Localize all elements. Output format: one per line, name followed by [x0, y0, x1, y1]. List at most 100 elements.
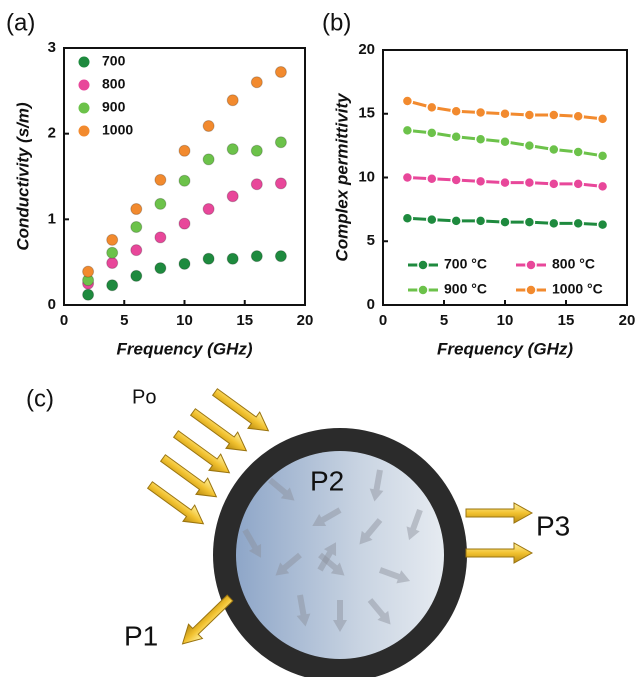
x-tick-label: 5: [440, 312, 448, 329]
marker: [572, 110, 584, 123]
point: [178, 257, 191, 270]
point: [202, 153, 215, 166]
point: [250, 178, 263, 191]
x-tick-label: 0: [379, 312, 387, 329]
marker: [474, 215, 487, 227]
point: [154, 262, 167, 275]
y-tick-label: 2: [48, 125, 56, 142]
legend-label: 700: [102, 53, 126, 69]
panel-label: (a): [6, 9, 35, 36]
x-tick-label: 15: [236, 312, 253, 329]
y-tick-label: 10: [358, 168, 375, 185]
point: [274, 136, 287, 149]
marker: [596, 113, 609, 125]
point: [226, 190, 239, 203]
legend-label: 900: [102, 99, 126, 115]
point: [274, 250, 287, 263]
legend-marker: [78, 102, 90, 114]
y-tick-label: 3: [48, 39, 56, 56]
marker: [596, 218, 609, 231]
marker: [572, 178, 584, 190]
point: [178, 174, 191, 187]
legend-label: 1000: [102, 122, 133, 138]
y-tick-label: 0: [367, 296, 375, 313]
point: [202, 203, 215, 216]
x-tick-label: 10: [176, 312, 193, 329]
legend-label: 800 °C: [552, 256, 595, 272]
y-tick-label: 0: [48, 296, 56, 313]
panel-label: (b): [322, 9, 351, 36]
x-axis-label: Frequency (GHz): [437, 339, 573, 358]
marker: [474, 106, 487, 119]
point: [274, 65, 287, 78]
point: [226, 143, 239, 156]
transmitted-arrows: [465, 502, 533, 564]
legend-label: 800: [102, 76, 126, 92]
marker: [548, 217, 560, 230]
marker: [450, 130, 462, 143]
reflected-label: P1: [124, 620, 158, 651]
marker: [596, 180, 609, 193]
legend-marker: [78, 125, 90, 137]
marker: [450, 215, 462, 227]
marker: [401, 212, 414, 225]
point: [226, 252, 239, 265]
marker: [499, 216, 511, 228]
marker: [426, 173, 438, 185]
chart: (a) 0 5 10 15 20 0 1 2 3 Frequency (GHz) Conductivi…: [6, 9, 313, 358]
point: [106, 257, 119, 270]
point: [250, 250, 263, 263]
reflected-arrow: [175, 590, 238, 652]
legend-label: 1000 °C: [552, 281, 603, 297]
marker: [572, 146, 584, 158]
x-axis-label: Frequency (GHz): [116, 339, 252, 358]
marker: [474, 133, 487, 145]
x-tick-label: 20: [297, 312, 314, 329]
y-axis-label: Complex permittivity: [332, 92, 351, 262]
point: [274, 177, 287, 190]
point: [226, 94, 239, 107]
y-tick-label: 20: [358, 41, 375, 58]
point: [250, 76, 263, 89]
x-tick-label: 10: [497, 312, 514, 329]
marker: [548, 143, 560, 156]
legend-marker: [525, 284, 537, 296]
chart: (b) 0 5 10 15 20 0 5 10 15 20 Frequency (GHz) Comple…: [322, 9, 635, 358]
x-tick-label: 20: [619, 312, 636, 329]
marker: [450, 174, 462, 186]
legend-marker: [78, 56, 90, 68]
point: [106, 279, 119, 292]
legend-marker: [525, 259, 537, 271]
point: [154, 173, 167, 186]
point: [130, 203, 143, 216]
marker: [401, 124, 414, 137]
diagram: (c) Po P2 P3 P1: [26, 383, 570, 682]
legend-marker: [417, 284, 429, 296]
marker: [572, 217, 584, 230]
point: [82, 288, 95, 301]
marker: [499, 108, 511, 120]
incident-label: Po: [132, 386, 156, 408]
transmitted-label: P3: [536, 510, 570, 541]
point: [250, 144, 263, 157]
marker: [523, 109, 536, 121]
core: [236, 451, 444, 659]
y-tick-label: 5: [367, 232, 375, 249]
point: [202, 252, 215, 265]
point: [154, 231, 167, 244]
marker: [426, 101, 438, 114]
point: [178, 144, 191, 157]
y-axis-label: Conductivity (s/m): [13, 102, 32, 251]
legend-marker: [78, 79, 90, 91]
marker: [499, 136, 511, 148]
marker: [474, 175, 487, 188]
x-tick-label: 5: [120, 312, 128, 329]
point: [202, 119, 215, 132]
x-tick-label: 15: [558, 312, 575, 329]
point: [130, 244, 143, 257]
point: [106, 233, 119, 246]
legend-label: 700 °C: [444, 256, 487, 272]
legend-label: 900 °C: [444, 281, 487, 297]
panel-label: (c): [26, 385, 54, 412]
